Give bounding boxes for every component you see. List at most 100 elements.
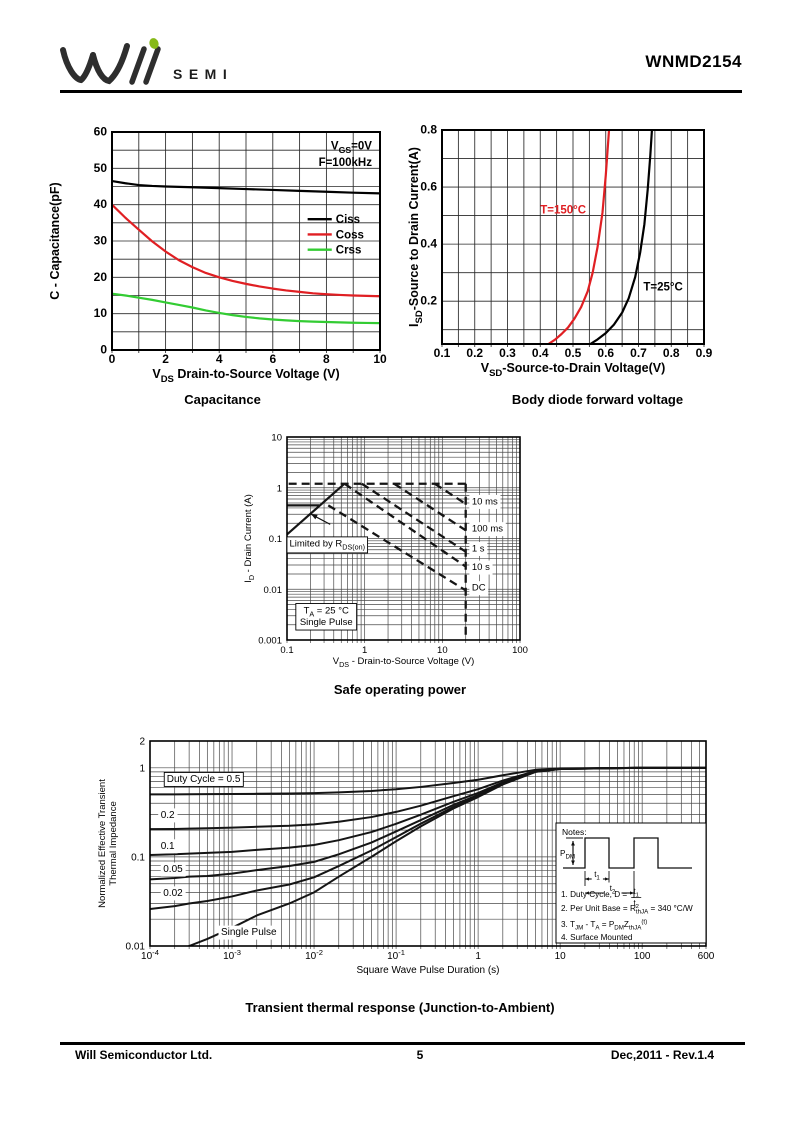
- svg-text:1: 1: [139, 763, 145, 774]
- series-duty_0.5: [150, 766, 706, 796]
- svg-text:0.2: 0.2: [161, 810, 175, 821]
- svg-text:DC: DC: [472, 583, 486, 594]
- svg-text:0.3: 0.3: [499, 346, 516, 360]
- svg-text:1: 1: [362, 645, 367, 656]
- svg-text:Thermal Impedance: Thermal Impedance: [108, 801, 119, 885]
- svg-text:4: 4: [216, 352, 223, 366]
- svg-text:T=25°C: T=25°C: [643, 281, 682, 293]
- grid: [441, 129, 705, 347]
- svg-text:PDM: PDM: [560, 849, 575, 861]
- svg-text:10: 10: [373, 352, 387, 366]
- svg-text:Duty Cycle = 0.5: Duty Cycle = 0.5: [167, 774, 241, 785]
- svg-text:1: 1: [277, 483, 282, 494]
- series-t_100ms: [393, 482, 467, 532]
- svg-text:0.01: 0.01: [264, 585, 283, 596]
- svg-text:t1: t1: [594, 870, 600, 882]
- svg-text:10: 10: [437, 645, 448, 656]
- caption-capacitance: Capacitance: [184, 392, 261, 407]
- svg-text:100: 100: [634, 951, 651, 962]
- series-rds_on_limit: [287, 482, 346, 536]
- svg-text:50: 50: [94, 161, 108, 175]
- svg-text:6: 6: [269, 352, 276, 366]
- thermal-response-chart: 10-4 10-3 10-2 10-1 1 10 100 600 2 1 0.1 0.01 Square…: [97, 737, 715, 977]
- svg-text:10: 10: [94, 306, 108, 320]
- svg-text:Square Wave Pulse Duration (s): Square Wave Pulse Duration (s): [356, 965, 499, 976]
- series-t_10ms: [434, 482, 467, 505]
- svg-text:30: 30: [94, 234, 108, 248]
- svg-text:100: 100: [512, 645, 528, 656]
- svg-text:0.05: 0.05: [163, 864, 183, 875]
- caption-body-diode: Body diode forward voltage: [511, 392, 684, 407]
- header-rule: [60, 90, 742, 93]
- svg-text:0.2: 0.2: [466, 346, 483, 360]
- svg-text:t2: t2: [633, 899, 638, 910]
- footer-company: Will Semiconductor Ltd.: [75, 1048, 213, 1062]
- svg-text:VSD-Source-to-Drain Voltage(V): VSD-Source-to-Drain Voltage(V): [481, 361, 666, 379]
- svg-text:0.7: 0.7: [630, 346, 647, 360]
- logo-stroke: [60, 47, 96, 84]
- svg-text:600: 600: [698, 951, 715, 962]
- body-diode-chart: 0.1 0.2 0.3 0.4 0.5 0.6 0.7 0.8 0.90.20.40.60.8V…: [407, 123, 713, 380]
- svg-text:0.8: 0.8: [420, 123, 437, 137]
- svg-text:0.8: 0.8: [663, 346, 680, 360]
- brand-semi-text: SEMI: [173, 66, 233, 82]
- svg-text:C - Capacitance(pF): C - Capacitance(pF): [48, 182, 62, 299]
- svg-text:0.5: 0.5: [565, 346, 582, 360]
- svg-text:VGS=0V: VGS=0V: [331, 140, 372, 155]
- svg-text:t2: t2: [610, 884, 616, 896]
- svg-text:Notes:: Notes:: [562, 827, 587, 837]
- svg-text:0.1: 0.1: [131, 852, 145, 863]
- series-t_10s: [343, 482, 467, 568]
- svg-text:8: 8: [323, 352, 330, 366]
- svg-text:0.1: 0.1: [269, 534, 282, 545]
- svg-text:2. Per Unit Base = RthJA = 340: 2. Per Unit Base = RthJA = 340 °C/W: [561, 904, 693, 916]
- series-single_pulse: [187, 766, 706, 946]
- will-semi-logo: SEMI: [60, 38, 233, 85]
- svg-text:TA = 25 °C: TA = 25 °C: [304, 606, 349, 619]
- caption-thermal: Transient thermal response (Junction-to-…: [245, 1000, 555, 1015]
- svg-text:Limited by RDS(on): Limited by RDS(on): [289, 538, 365, 551]
- svg-text:10 ms: 10 ms: [472, 496, 498, 507]
- svg-text:1 s: 1 s: [472, 543, 485, 554]
- svg-text:0.6: 0.6: [597, 346, 614, 360]
- svg-text:0.4: 0.4: [420, 237, 437, 251]
- series-Ciss: [112, 179, 380, 195]
- svg-text:t1: t1: [633, 887, 638, 898]
- capacitance-chart: 0 2 4 6 8 10 0 10 20 30 40 50 60 VDS Drain-to-Source …: [48, 125, 387, 386]
- svg-text:4. Surface Mounted: 4. Surface Mounted: [561, 933, 633, 942]
- svg-text:10-2: 10-2: [305, 948, 323, 962]
- svg-text:20: 20: [94, 270, 108, 284]
- logo-stroke: [90, 43, 130, 85]
- svg-text:Ciss: Ciss: [336, 214, 360, 226]
- svg-text:0.6: 0.6: [420, 180, 437, 194]
- series-T25C: [589, 130, 654, 344]
- svg-text:Crss: Crss: [336, 245, 362, 257]
- series-dc: [327, 504, 467, 592]
- svg-text:Coss: Coss: [336, 229, 364, 241]
- soa-chart: 0.1 1 10 100 10 1 0.1 0.01 0.001 VDS - Drain-to-S…: [243, 433, 528, 670]
- svg-text:Single Pulse: Single Pulse: [300, 617, 353, 628]
- series-t_1s: [361, 482, 467, 553]
- svg-text:VDS Drain-to-Source Voltage (V: VDS Drain-to-Source Voltage (V): [152, 367, 339, 385]
- svg-text:0: 0: [100, 343, 107, 357]
- logo-stroke: [129, 46, 147, 85]
- svg-text:3. TJM - TA = PDMZthJA(t): 3. TJM - TA = PDMZthJA(t): [561, 919, 647, 932]
- footer-page-number: 5: [416, 1048, 424, 1062]
- logo-green-dot: [149, 38, 159, 49]
- svg-text:VDS - Drain-to-Source Voltage: VDS - Drain-to-Source Voltage (V): [333, 656, 474, 669]
- svg-text:ID - Drain Current (A): ID - Drain Current (A): [243, 494, 256, 583]
- svg-text:0.2: 0.2: [420, 294, 437, 308]
- svg-text:0.02: 0.02: [163, 888, 183, 899]
- svg-text:10-1: 10-1: [387, 948, 405, 962]
- svg-text:40: 40: [94, 197, 108, 211]
- svg-text:Single Pulse: Single Pulse: [221, 927, 277, 938]
- series-Crss: [112, 292, 380, 325]
- footer-rule: [60, 1042, 745, 1045]
- svg-text:10 s: 10 s: [472, 562, 490, 573]
- logo-stroke: [143, 46, 161, 85]
- svg-text:10-4: 10-4: [141, 948, 159, 962]
- caption-soa: Safe operating power: [333, 682, 467, 697]
- svg-text:0.1: 0.1: [434, 346, 451, 360]
- svg-text:60: 60: [94, 125, 108, 139]
